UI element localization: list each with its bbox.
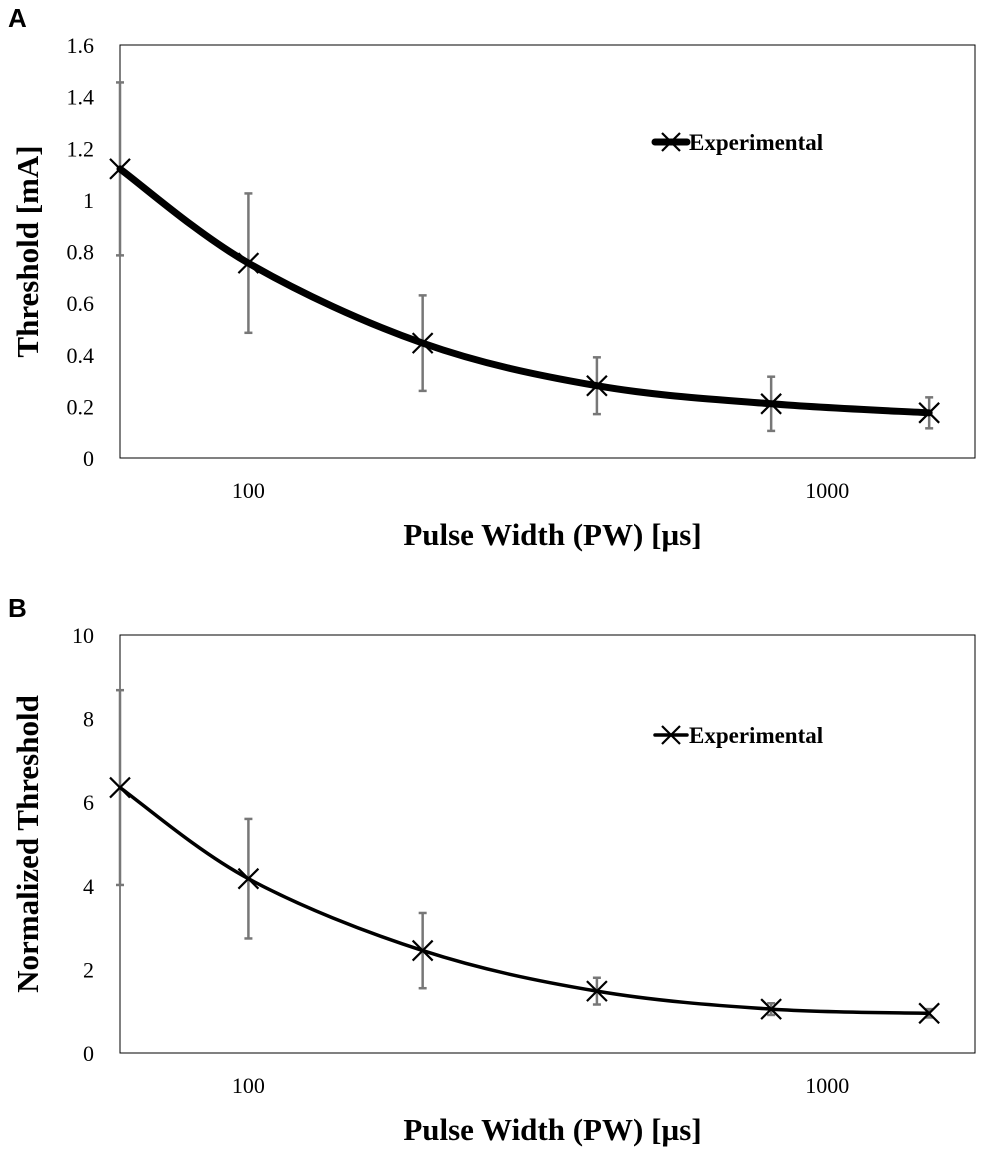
y-tick-label: 1.6 bbox=[67, 33, 95, 58]
y-axis-title: Normalized Threshold bbox=[10, 695, 45, 993]
y-tick-label: 1.2 bbox=[67, 136, 95, 161]
y-tick-label: 0.6 bbox=[67, 291, 95, 316]
x-tick-label: 100 bbox=[232, 478, 265, 503]
data-point-marker bbox=[918, 402, 940, 424]
x-tick-label: 1000 bbox=[805, 478, 849, 503]
data-point-marker bbox=[411, 939, 434, 962]
x-tick-label: 100 bbox=[232, 1073, 265, 1098]
data-point-marker bbox=[918, 1002, 940, 1025]
legend: Experimental bbox=[653, 723, 823, 748]
x-axis-title: Pulse Width (PW) [µs] bbox=[403, 517, 701, 552]
y-tick-label: 10 bbox=[72, 623, 94, 648]
y-tick-label: 0.4 bbox=[67, 343, 95, 368]
data-point-marker bbox=[586, 374, 608, 397]
y-axis-title: Threshold [mA] bbox=[10, 145, 45, 357]
legend-marker bbox=[661, 132, 681, 152]
data-point-marker bbox=[109, 776, 131, 799]
data-point-marker bbox=[109, 158, 131, 180]
series-experimental bbox=[109, 688, 940, 1025]
x-axis-title: Pulse Width (PW) [µs] bbox=[403, 1112, 701, 1147]
y-tick-label: 0.8 bbox=[67, 240, 95, 265]
legend-marker bbox=[661, 725, 681, 745]
legend: Experimental bbox=[651, 130, 823, 155]
y-tick-label: 0 bbox=[83, 446, 94, 471]
y-tick-label: 4 bbox=[83, 874, 94, 899]
y-tick-label: 1.4 bbox=[67, 85, 95, 110]
data-point-marker bbox=[760, 393, 782, 415]
y-tick-label: 6 bbox=[83, 790, 94, 815]
data-point-marker bbox=[237, 867, 260, 890]
series-experimental bbox=[109, 81, 940, 433]
x-tick-label: 1000 bbox=[805, 1073, 849, 1098]
series-line bbox=[116, 165, 933, 417]
legend-label: Experimental bbox=[689, 723, 823, 748]
panel-b: B 0 2 4 6 8 10 100 1000 Pulse Width (PW) [µs] Norm… bbox=[8, 593, 976, 1147]
panel-a: A 0 0.2 0.4 0.6 0.8 1 1.2 1.4 1.6 100 1000 Pulse Wid… bbox=[8, 3, 976, 552]
y-tick-label: 0 bbox=[83, 1041, 94, 1066]
series-line bbox=[118, 785, 931, 1016]
data-point-marker bbox=[237, 252, 260, 274]
y-tick-label: 1 bbox=[83, 188, 94, 213]
panel-label: B bbox=[8, 593, 27, 623]
y-tick-label: 8 bbox=[83, 707, 94, 732]
y-tick-label: 2 bbox=[83, 957, 94, 982]
legend-label: Experimental bbox=[689, 130, 823, 155]
panel-label: A bbox=[8, 3, 27, 33]
data-point-marker bbox=[411, 332, 434, 354]
y-tick-label: 0.2 bbox=[67, 394, 95, 419]
data-point-marker bbox=[586, 980, 608, 1002]
data-point-marker bbox=[760, 998, 782, 1020]
